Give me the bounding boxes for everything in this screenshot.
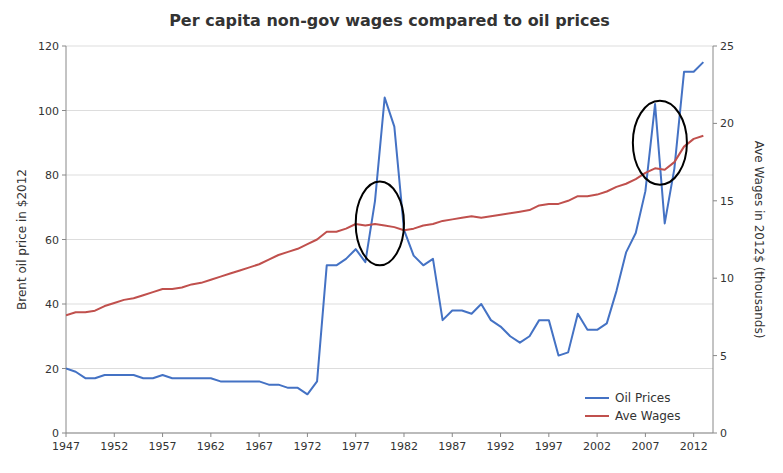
y2-tick-label: 0 (720, 427, 727, 440)
x-tick-label: 1972 (293, 440, 321, 453)
y2-tick-label: 15 (720, 195, 734, 208)
y2-tick-label: 25 (720, 40, 734, 53)
x-tick-label: 1957 (149, 440, 177, 453)
highlight-ellipse (633, 101, 687, 185)
y-tick (62, 110, 66, 111)
x-tick (500, 433, 501, 437)
x-tick (597, 433, 598, 437)
grid-line (66, 368, 713, 369)
axes: 1947 1952 1957 1962 1967 1972 1977 1982 1987 1992… (38, 40, 734, 453)
y2-tick (713, 355, 717, 356)
y-tick (62, 239, 66, 240)
x-tick-label: 1982 (390, 440, 418, 453)
legend-label: Oil Prices (615, 391, 670, 405)
plot-area (66, 62, 703, 394)
x-tick-label: 1952 (100, 440, 128, 453)
grid-line (66, 175, 713, 176)
x-tick (66, 433, 67, 437)
legend: Oil Prices Ave Wages (585, 391, 681, 423)
x-tick (162, 433, 163, 437)
y-tick-label: 40 (45, 298, 59, 311)
y-tick-label: 100 (38, 105, 59, 118)
y2-tick (713, 46, 717, 47)
x-tick (403, 433, 404, 437)
y-axis-label: Brent oil price in $2012 (15, 169, 29, 310)
x-tick-label: 1962 (197, 440, 225, 453)
line-series (66, 62, 703, 394)
y2-tick (713, 278, 717, 279)
x-tick-label: 2002 (583, 440, 611, 453)
line-series (66, 136, 703, 316)
y-tick-label: 0 (52, 427, 59, 440)
y2-axis-line (713, 46, 714, 433)
x-tick-label: 1997 (535, 440, 563, 453)
y2-tick (713, 200, 717, 201)
x-tick-label: 1967 (245, 440, 273, 453)
legend-swatch (585, 415, 609, 417)
x-tick-label: 1977 (342, 440, 370, 453)
chart: 1947 1952 1957 1962 1967 1972 1977 1982 1987 1992… (0, 0, 783, 473)
y-tick (62, 304, 66, 305)
grid (66, 46, 713, 433)
grid-line (66, 304, 713, 305)
x-tick-label: 1992 (487, 440, 515, 453)
x-tick (548, 433, 549, 437)
legend-swatch (585, 397, 609, 399)
x-tick (693, 433, 694, 437)
x-tick (259, 433, 260, 437)
y2-tick (713, 123, 717, 124)
y-tick-label: 80 (45, 169, 59, 182)
y2-tick-label: 10 (720, 272, 734, 285)
y-tick (62, 175, 66, 176)
y-tick-label: 20 (45, 363, 59, 376)
x-tick (645, 433, 646, 437)
highlight-ellipse (356, 181, 404, 265)
legend-label: Ave Wages (615, 409, 681, 423)
y-tick-label: 60 (45, 234, 59, 247)
x-tick-label: 1947 (52, 440, 80, 453)
x-tick (452, 433, 453, 437)
grid-line (66, 239, 713, 240)
y-tick (62, 46, 66, 47)
y-tick (62, 368, 66, 369)
y2-tick-label: 20 (720, 117, 734, 130)
x-tick (355, 433, 356, 437)
title: Per capita non-gov wages compared to oil… (169, 11, 610, 30)
x-tick-label: 2007 (631, 440, 659, 453)
x-tick-label: 1987 (438, 440, 466, 453)
x-tick (210, 433, 211, 437)
y-tick-label: 120 (38, 40, 59, 53)
x-tick (307, 433, 308, 437)
grid-line (66, 46, 713, 47)
x-tick (114, 433, 115, 437)
x-tick-label: 2012 (680, 440, 708, 453)
y2-tick (713, 433, 717, 434)
y2-tick-label: 5 (720, 350, 727, 363)
y2-axis-label: Ave Wages in 2012$ (thousands) (752, 141, 766, 339)
y-tick (62, 433, 66, 434)
